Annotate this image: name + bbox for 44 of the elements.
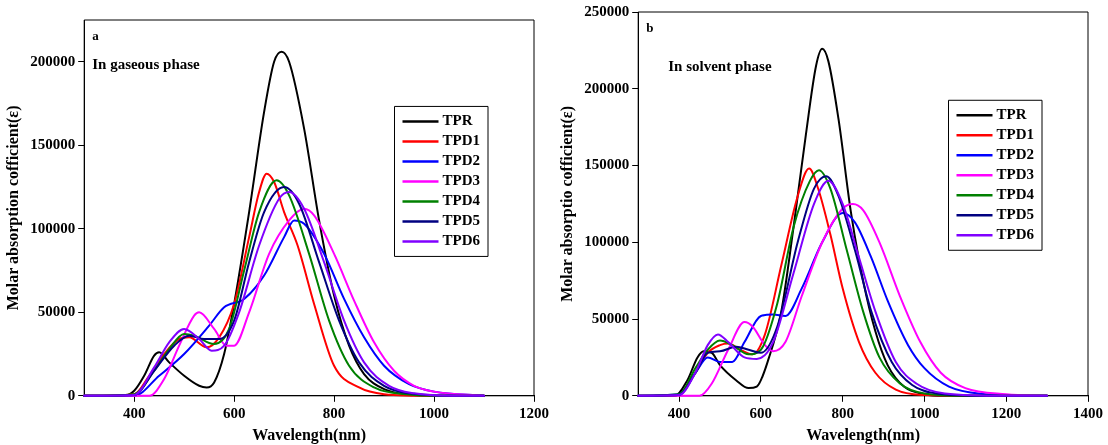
- legend-label: TPD2: [996, 146, 1034, 163]
- y-tick-label: 50000: [37, 303, 76, 320]
- legend-label: TPD6: [442, 232, 481, 249]
- y-tick-label: 200000: [30, 52, 76, 69]
- legend-label: TPD1: [442, 132, 480, 149]
- y-tick-label: 150000: [584, 156, 630, 173]
- legend-label: TPD1: [996, 126, 1034, 143]
- legend-label: TPR: [442, 112, 473, 129]
- legend-label: TPR: [996, 106, 1027, 123]
- x-tick-label: 800: [322, 404, 346, 421]
- y-axis-title: Molar absorptio cofficient(ε): [557, 105, 576, 302]
- legend-label: TPD3: [442, 172, 480, 189]
- x-tick-label: 400: [667, 404, 691, 421]
- x-tick-label: 600: [749, 404, 773, 421]
- y-tick-label: 200000: [584, 79, 630, 96]
- x-tick-label: 400: [122, 404, 146, 421]
- legend-label: TPD4: [442, 192, 481, 209]
- legend-label: TPD6: [996, 226, 1035, 243]
- annotation: In gaseous phase: [92, 56, 201, 73]
- annotation: a: [92, 27, 100, 43]
- x-tick-label: 1000: [419, 404, 450, 421]
- y-tick-label: 0: [621, 386, 630, 403]
- legend-label: TPD3: [996, 166, 1034, 183]
- x-tick-label: 600: [222, 404, 246, 421]
- y-tick-label: 100000: [584, 233, 630, 250]
- y-tick-label: 100000: [30, 219, 76, 236]
- legend-label: TPD5: [442, 212, 480, 229]
- x-tick-label: 1000: [909, 404, 940, 421]
- y-tick-label: 150000: [30, 136, 76, 153]
- x-tick-label: 800: [831, 404, 854, 421]
- x-axis-title: Wavelength(nm): [252, 425, 366, 444]
- y-tick-label: 0: [67, 386, 76, 403]
- y-tick-label: 250000: [584, 2, 630, 19]
- annotation: b: [646, 19, 654, 35]
- y-axis-title: Molar absorption cofficient(ε): [3, 105, 22, 311]
- x-tick-label: 1200: [991, 404, 1022, 421]
- x-axis-title: Wavelength(nm): [806, 425, 920, 444]
- x-tick-label: 1200: [519, 404, 549, 421]
- legend-label: TPD5: [996, 206, 1034, 223]
- legend-label: TPD2: [442, 152, 480, 169]
- y-tick-label: 50000: [591, 309, 630, 326]
- x-tick-label: 1400: [1073, 404, 1103, 421]
- annotation: In solvent phase: [668, 58, 772, 75]
- legend-label: TPD4: [996, 186, 1035, 203]
